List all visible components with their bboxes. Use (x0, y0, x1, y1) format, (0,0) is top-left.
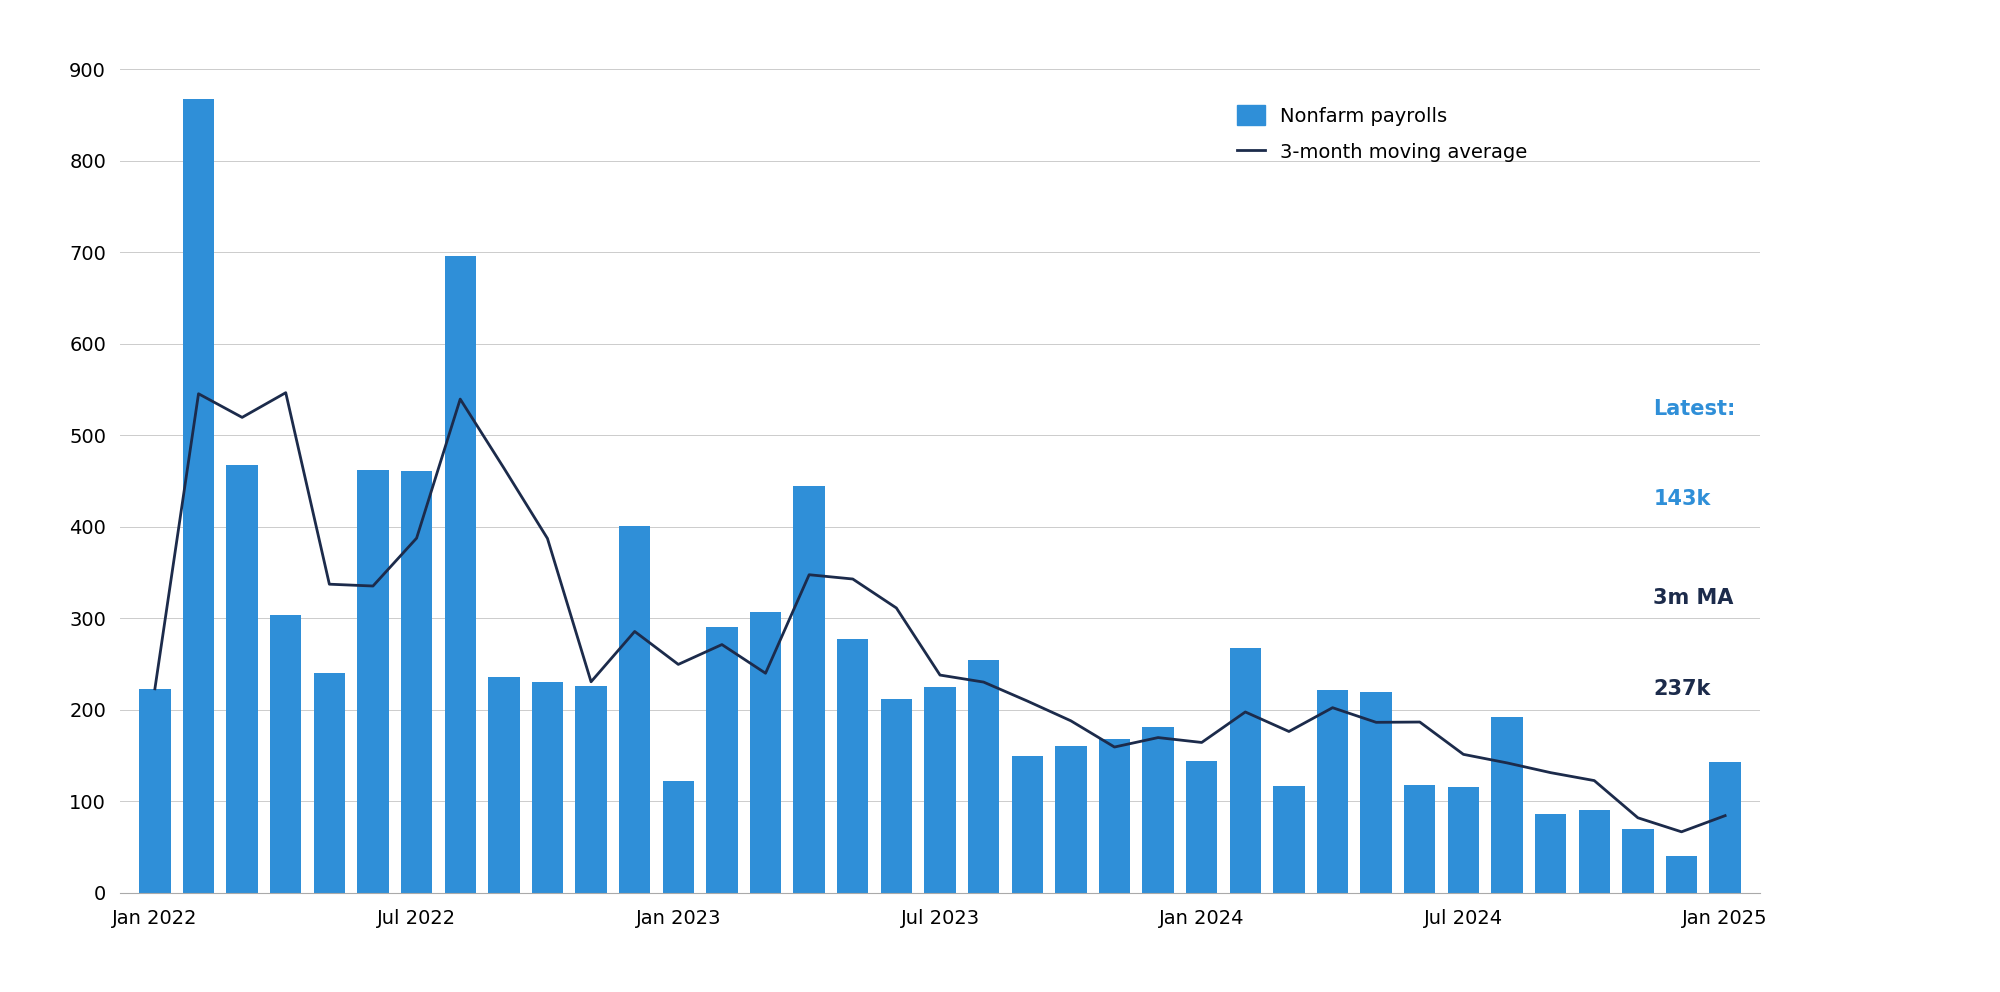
Bar (1404, 785, 1436, 893)
Bar (182, 99, 214, 893)
Bar (1142, 727, 1174, 893)
Bar (1230, 648, 1262, 893)
Bar (618, 526, 650, 893)
Text: 3m MA: 3m MA (1654, 588, 1734, 608)
Text: 143k: 143k (1654, 489, 1710, 509)
Bar (140, 688, 170, 893)
Bar (358, 470, 388, 893)
Legend: Nonfarm payrolls, 3-month moving average: Nonfarm payrolls, 3-month moving average (1228, 95, 1538, 172)
Bar (444, 256, 476, 893)
Bar (1186, 761, 1218, 893)
Bar (576, 686, 606, 893)
Bar (924, 686, 956, 893)
Bar (1012, 756, 1042, 893)
Bar (488, 677, 520, 893)
Bar (706, 627, 738, 893)
Bar (1666, 856, 1698, 893)
Bar (1710, 762, 1740, 893)
Bar (1622, 828, 1654, 893)
Bar (1534, 814, 1566, 893)
Bar (1448, 787, 1480, 893)
Bar (1360, 691, 1392, 893)
Bar (968, 661, 1000, 893)
Bar (400, 471, 432, 893)
Bar (750, 612, 782, 893)
Text: Latest:: Latest: (1654, 399, 1736, 419)
Bar (794, 486, 824, 893)
Bar (1492, 717, 1522, 893)
Bar (226, 464, 258, 893)
Bar (880, 698, 912, 893)
Bar (270, 615, 302, 893)
Bar (1098, 739, 1130, 893)
Bar (532, 682, 564, 893)
Bar (314, 674, 346, 893)
Bar (1578, 810, 1610, 893)
Bar (662, 781, 694, 893)
Text: 237k: 237k (1654, 679, 1710, 698)
Bar (838, 640, 868, 893)
Bar (1274, 786, 1304, 893)
Bar (1056, 746, 1086, 893)
Bar (1316, 689, 1348, 893)
